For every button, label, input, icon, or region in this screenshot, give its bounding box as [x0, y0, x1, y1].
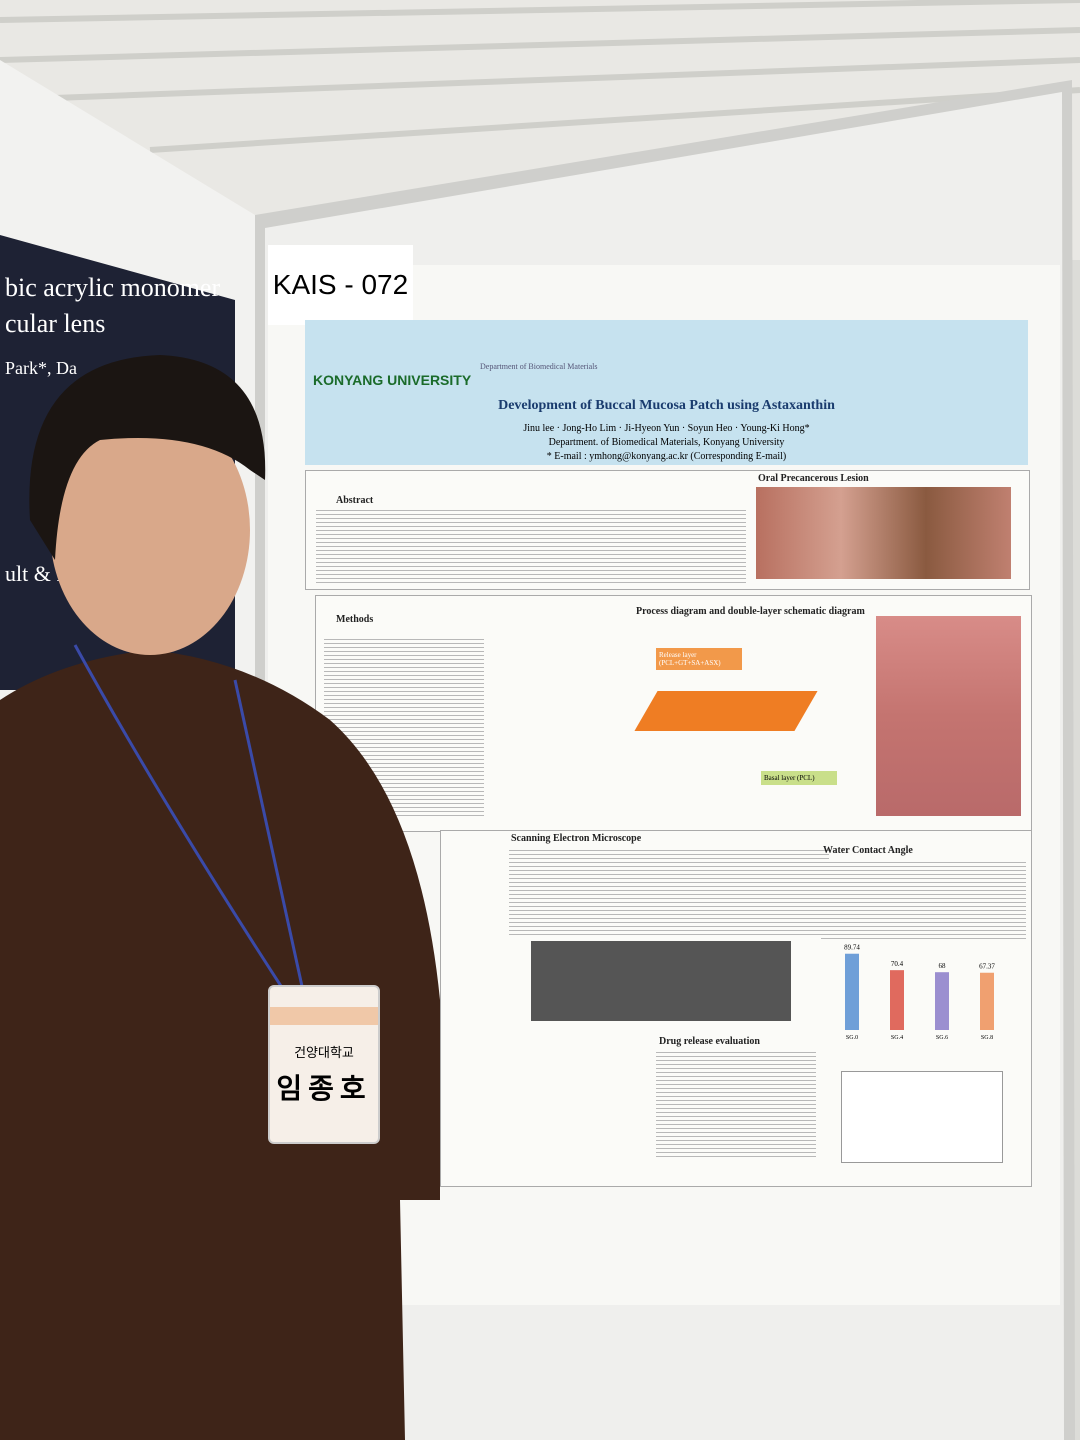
- neighbor-text: Park*, Da: [5, 358, 77, 378]
- badge-school: 건양대학교: [294, 1045, 354, 1060]
- poster-title: Development of Buccal Mucosa Patch using…: [498, 398, 835, 413]
- category-label: SG.0: [846, 1035, 858, 1041]
- lesion-photos: [756, 487, 1011, 579]
- section-heading: Drug release evaluation: [659, 1036, 760, 1047]
- section-heading: Abstract: [336, 495, 374, 506]
- neighbor-text: bic acrylic monomer: [5, 273, 221, 302]
- text-block: [509, 847, 829, 937]
- badge-stripe: [270, 1007, 378, 1025]
- text-block: [821, 859, 1026, 939]
- abstract-box: Abstract Oral Precancerous Lesion: [305, 470, 1030, 590]
- results-box: Scanning Electron Microscope Water Conta…: [440, 830, 1032, 1187]
- email: * E-mail : ymhong@konyang.ac.kr (Corresp…: [546, 451, 787, 462]
- text-block: [316, 507, 746, 585]
- bar: [845, 953, 859, 1030]
- value-label: 67.37: [979, 963, 995, 971]
- value-label: 70.4: [891, 960, 904, 968]
- neighbor-text: cular lens: [5, 309, 106, 338]
- release-plot: [841, 1071, 1003, 1163]
- bar: [890, 970, 904, 1030]
- section-heading: Scanning Electron Microscope: [511, 833, 642, 844]
- value-label: 89.74: [844, 944, 860, 952]
- booth-label: KAIS - 072: [268, 245, 413, 325]
- methods-box: Methods Process diagram and double-layer…: [315, 595, 1032, 832]
- category-label: SG.8: [981, 1035, 993, 1041]
- affiliation: Department. of Biomedical Materials, Kon…: [548, 437, 785, 448]
- bar: [980, 972, 994, 1030]
- neighbor-poster: bic acrylic monomer cular lens Park*, Da…: [5, 270, 235, 592]
- value-label: 68: [939, 962, 947, 970]
- title-banner: KONYANG UNIVERSITY Department of Biomedi…: [305, 320, 1028, 465]
- badge-name: 임종호: [276, 1073, 372, 1104]
- department-header: Department of Biomedical Materials: [480, 362, 598, 371]
- category-label: SG.4: [891, 1035, 903, 1041]
- text-block: [656, 1049, 816, 1159]
- category-label: SG.6: [936, 1035, 948, 1041]
- sem-images: [531, 941, 791, 1021]
- section-heading: Methods: [336, 614, 374, 625]
- university: KONYANG UNIVERSITY: [313, 372, 472, 388]
- section-heading: Water Contact Angle: [823, 845, 913, 856]
- bar: [935, 972, 949, 1030]
- diagram-label: Basal layer (PCL): [761, 771, 837, 785]
- diagram-label: Release layer (PCL+GT+SA+ASX): [656, 648, 742, 670]
- section-heading: Oral Precancerous Lesion: [758, 473, 869, 484]
- name-badge: 건양대학교 임종호: [268, 985, 380, 1144]
- section-heading: Process diagram and double-layer schemat…: [636, 606, 865, 617]
- authors: Jinu lee · Jong-Ho Lim · Ji-Hyeon Yun · …: [523, 423, 810, 434]
- patch-photo: [876, 616, 1021, 816]
